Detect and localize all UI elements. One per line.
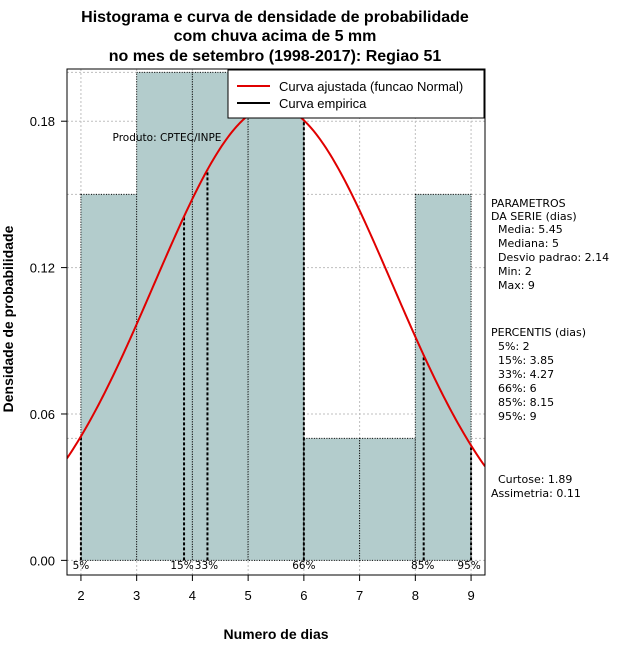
param-line-7: Max: 9 bbox=[491, 279, 535, 292]
curtose-line: Curtose: 1.89 bbox=[491, 473, 572, 486]
param-line-1: PARAMETROS bbox=[491, 197, 566, 210]
percentis-line-1: PERCENTIS (dias) bbox=[491, 326, 586, 339]
percentile-label: 15% bbox=[170, 560, 193, 572]
x-tick-label: 6 bbox=[300, 588, 307, 603]
percentile-label: 66% bbox=[292, 560, 315, 572]
y-tick-label: 0.00 bbox=[30, 553, 55, 568]
y-tick-label: 0.06 bbox=[30, 407, 55, 422]
percentile-label: 85% bbox=[411, 560, 434, 572]
percentis-line-4: 33%: 4.27 bbox=[491, 368, 554, 381]
legend: Curva ajustada (funcao Normal) Curva emp… bbox=[227, 69, 485, 119]
legend-label-fitted: Curva ajustada (funcao Normal) bbox=[279, 79, 463, 94]
percentile-label: 5% bbox=[73, 560, 90, 572]
param-line-5: Desvio padrao: 2.14 bbox=[491, 251, 609, 264]
plot-frame bbox=[66, 68, 486, 576]
y-axis-label: Densidade de probabilidade bbox=[0, 225, 16, 412]
x-tick-label: 4 bbox=[189, 588, 196, 603]
statistics-panel: PARAMETROS DA SERIE (dias) Media: 5.45 M… bbox=[491, 197, 609, 500]
legend-label-empirical: Curva empirica bbox=[279, 96, 367, 111]
histogram-bar bbox=[359, 437, 416, 561]
param-line-6: Min: 2 bbox=[491, 265, 532, 278]
x-tick-label: 2 bbox=[77, 588, 84, 603]
histogram-bar bbox=[80, 193, 138, 561]
histogram-bar bbox=[303, 437, 361, 561]
param-line-3: Media: 5.45 bbox=[491, 223, 563, 236]
percentis-line-2: 5%: 2 bbox=[491, 340, 530, 353]
histogram-bar bbox=[191, 71, 249, 561]
histogram-bar bbox=[136, 71, 193, 561]
percentis-line-5: 66%: 6 bbox=[491, 382, 537, 395]
y-tick-label: 0.18 bbox=[30, 114, 55, 129]
x-tick-label: 8 bbox=[412, 588, 419, 603]
axes: 2 3 4 5 6 7 8 9 0.00 0.06 0.12 0.18 bbox=[30, 68, 486, 603]
param-line-2: DA SERIE (dias) bbox=[491, 210, 577, 223]
assimetria-line: Assimetria: 0.11 bbox=[491, 487, 581, 500]
x-tick-label: 9 bbox=[467, 588, 474, 603]
percentis-line-3: 15%: 3.85 bbox=[491, 354, 554, 367]
percentis-line-6: 85%: 8.15 bbox=[491, 396, 554, 409]
y-tick-label: 0.12 bbox=[30, 261, 55, 276]
x-tick-label: 5 bbox=[245, 588, 252, 603]
x-tick-label: 7 bbox=[356, 588, 363, 603]
legend-box bbox=[227, 69, 485, 119]
percentile-lines: 5% 15% 33% 66% 85% 95% bbox=[73, 120, 481, 572]
percentis-line-7: 95%: 9 bbox=[491, 410, 537, 423]
percentile-label: 33% bbox=[195, 560, 218, 572]
x-axis-label: Numero de dias bbox=[223, 626, 328, 642]
product-annotation: Produto: CPTEC/INPE bbox=[113, 132, 222, 144]
chart-title-line-1: Histograma e curva de densidade de proba… bbox=[81, 9, 469, 26]
percentile-label: 95% bbox=[457, 560, 480, 572]
param-line-4: Mediana: 5 bbox=[491, 237, 559, 250]
histogram-bar bbox=[247, 71, 305, 561]
chart-title: Histograma e curva de densidade de proba… bbox=[81, 9, 469, 65]
chart-title-line-3: no mes de setembro (1998-2017): Regiao 5… bbox=[109, 48, 442, 65]
x-tick-label: 3 bbox=[133, 588, 140, 603]
chart-title-line-2: com chuva acima de 5 mm bbox=[174, 28, 377, 45]
